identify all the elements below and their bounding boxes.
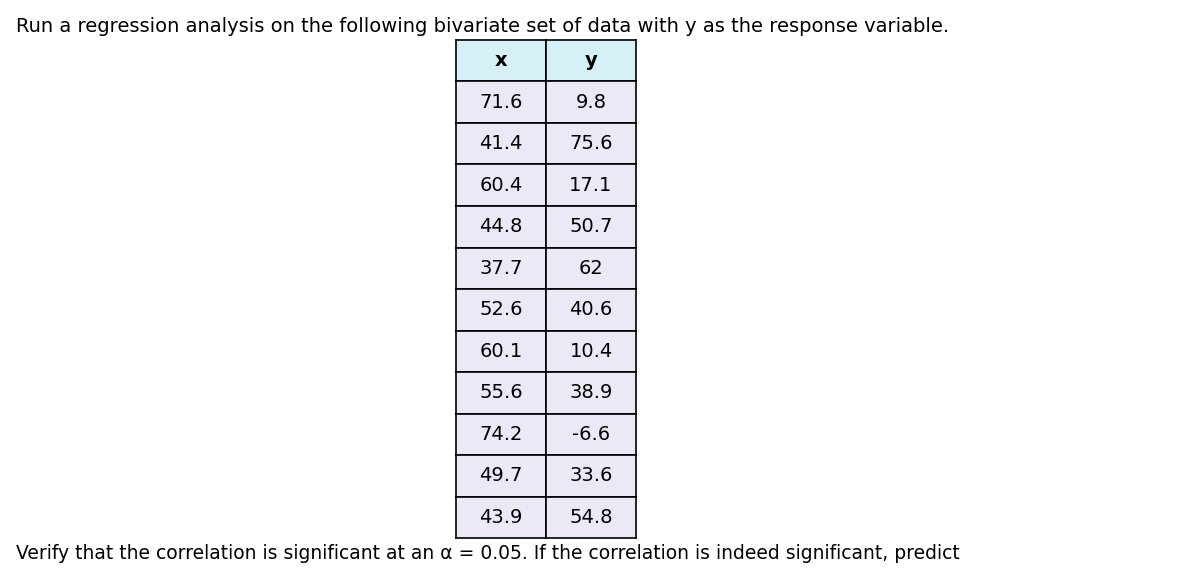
Text: x: x — [494, 51, 508, 70]
Text: 62: 62 — [578, 259, 604, 278]
Text: 9.8: 9.8 — [576, 93, 606, 112]
Text: -6.6: -6.6 — [572, 425, 610, 444]
Text: Verify that the correlation is significant at an α = 0.05. If the correlation is: Verify that the correlation is significa… — [16, 544, 959, 563]
Text: 38.9: 38.9 — [569, 384, 613, 402]
Text: Run a regression analysis on the following bivariate set of data with y as the r: Run a regression analysis on the followi… — [16, 17, 949, 36]
Text: 54.8: 54.8 — [569, 508, 613, 527]
Text: 40.6: 40.6 — [569, 300, 613, 319]
Text: 60.1: 60.1 — [479, 342, 523, 361]
Text: 17.1: 17.1 — [569, 176, 613, 195]
Text: 71.6: 71.6 — [479, 93, 523, 112]
Text: 10.4: 10.4 — [569, 342, 613, 361]
Text: 43.9: 43.9 — [479, 508, 523, 527]
Text: y: y — [584, 51, 598, 70]
Text: 50.7: 50.7 — [569, 217, 613, 236]
Text: 74.2: 74.2 — [479, 425, 523, 444]
Text: 52.6: 52.6 — [479, 300, 523, 319]
Text: 41.4: 41.4 — [479, 134, 523, 153]
Text: 49.7: 49.7 — [479, 467, 523, 485]
Text: 37.7: 37.7 — [479, 259, 523, 278]
Text: 60.4: 60.4 — [479, 176, 523, 195]
Text: 55.6: 55.6 — [479, 384, 523, 402]
Text: 75.6: 75.6 — [569, 134, 613, 153]
Text: 44.8: 44.8 — [479, 217, 523, 236]
Text: 33.6: 33.6 — [569, 467, 613, 485]
